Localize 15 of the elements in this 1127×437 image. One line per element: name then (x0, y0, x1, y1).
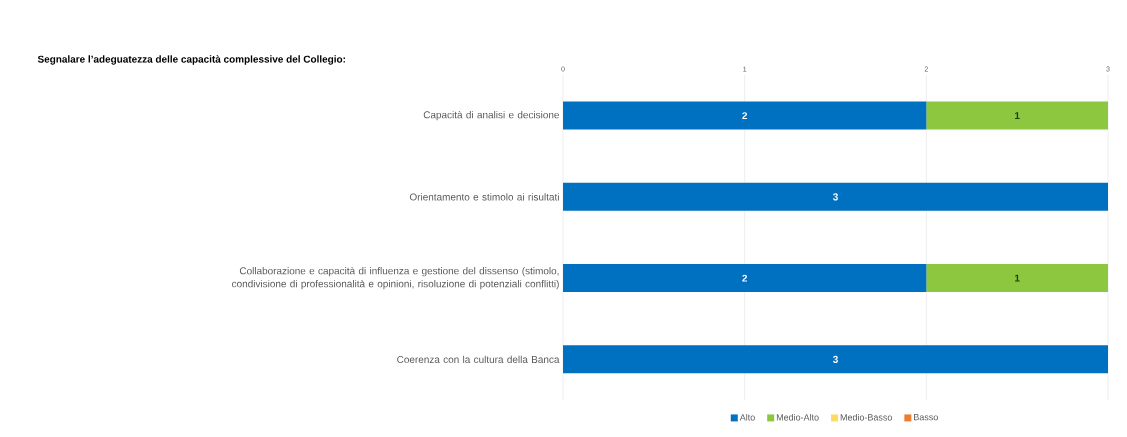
data-label: 3 (832, 355, 838, 363)
data-label: 1 (1015, 274, 1020, 282)
legend-label: Medio-Alto (776, 413, 819, 421)
data-label: 2 (742, 274, 748, 282)
legend-label: Medio-Basso (840, 413, 892, 421)
y-tick-label: Collaborazione e capacità di influenza e gestione del dissenso (stimolo, condivisione di professionalità e opinioni, risoluzione di potenziali conflitti) (232, 266, 559, 290)
legend-label: Alto (739, 413, 755, 421)
data-label: 2 (742, 112, 748, 120)
y-tick-label: Orientamento e stimolo ai risultati (409, 193, 559, 201)
y-tick-label: Coerenza con la cultura della Banca (397, 355, 560, 364)
text: Segnalare l’adeguatezza delle capacità complessive del Collegio: (37, 55, 345, 65)
data-label: 3 (832, 193, 838, 201)
y-tick-label: Capacità di analisi e decisione (423, 110, 559, 121)
legend-label: Basso (914, 414, 938, 421)
data-label: 1 (1015, 112, 1020, 120)
